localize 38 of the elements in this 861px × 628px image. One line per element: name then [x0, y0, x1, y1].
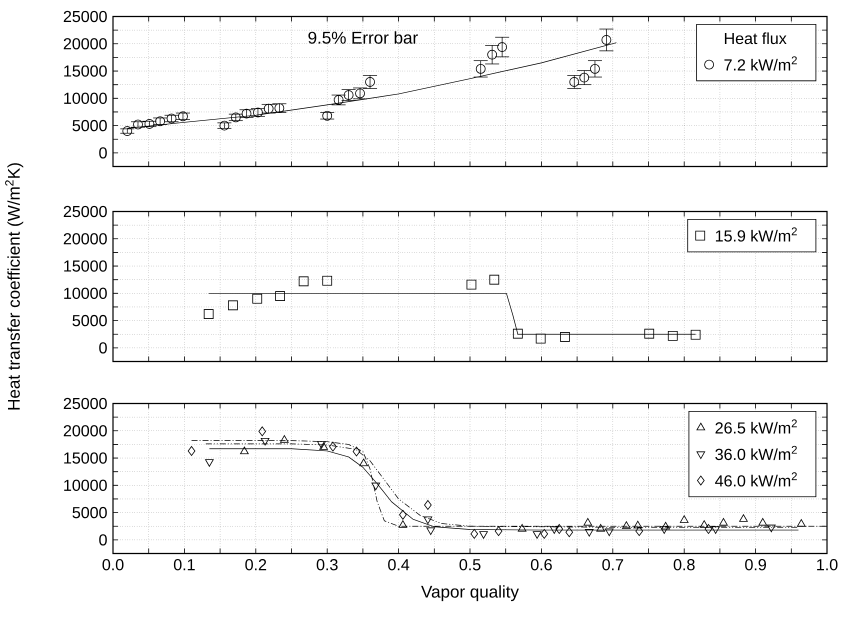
y-tick-label: 10000: [64, 92, 107, 104]
y-tick-label: 10000: [64, 288, 107, 299]
legend-label: 26.5 kW/m$^{2}$: [716, 419, 797, 434]
legend-label: 7.2 kW/m$^{2}$: [724, 56, 797, 71]
y-tick-label: 20000: [64, 233, 107, 244]
x-tick-label: 0.2: [245, 559, 266, 570]
legend-label: 36.0 kW/m$^{2}$: [715, 446, 797, 460]
y-tick-label: 0: [99, 534, 107, 546]
y-tick-label: 5000: [72, 314, 107, 326]
x-tick-label: 0.5: [460, 559, 480, 570]
y-tick-label: 0: [99, 147, 107, 159]
x-tick-label: 0.1: [174, 559, 195, 570]
x-axis-title: Vapor quality: [421, 585, 519, 602]
y-tick-label: 25000: [64, 398, 107, 410]
x-tick-label: 0.7: [602, 559, 624, 570]
x-tick-label: 0.0: [102, 559, 124, 570]
x-tick-label: 1.0: [817, 559, 838, 570]
x-tick-label: 0.6: [530, 559, 552, 570]
x-tick-label: 0.4: [388, 559, 410, 570]
y-tick-label: 15000: [64, 452, 107, 464]
y-tick-label: 15000: [64, 65, 107, 77]
annotation: 9.5% Error bar: [308, 31, 418, 44]
y-tick-label: 20000: [64, 38, 107, 50]
legend-label: 46.0 kW/m$^{2}$: [715, 472, 797, 487]
x-tick-label: 0.8: [674, 559, 695, 570]
y-axis-title: Heat transfer coefficient (W/m$^{2}$K): [5, 163, 24, 410]
x-tick-label: 0.3: [316, 559, 338, 570]
legend-label: 15.9 kW/m$^{2}$: [716, 227, 797, 242]
y-tick-label: 15000: [64, 260, 107, 272]
y-tick-label: 25000: [64, 10, 107, 22]
y-tick-label: 5000: [72, 120, 107, 132]
y-tick-label: 25000: [64, 206, 107, 218]
y-tick-label: 0: [99, 342, 107, 354]
y-tick-label: 5000: [72, 506, 107, 518]
y-tick-label: 10000: [64, 480, 107, 491]
legend-title: Heat flux: [724, 32, 787, 44]
y-tick-label: 20000: [64, 425, 107, 436]
x-tick-label: 0.9: [745, 559, 766, 570]
